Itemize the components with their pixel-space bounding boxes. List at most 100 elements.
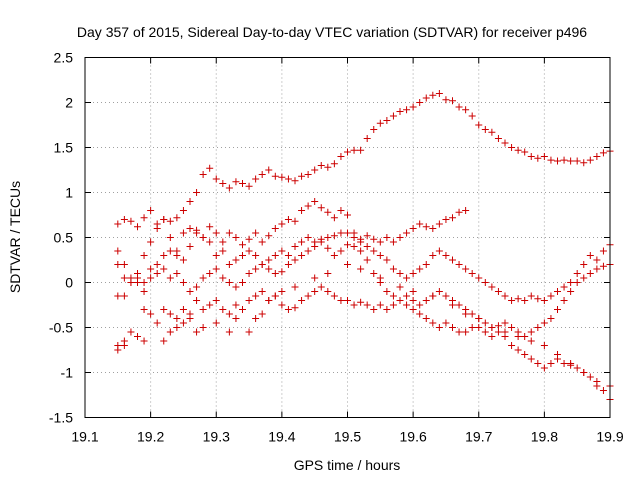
data-point (376, 119, 384, 127)
data-point (212, 175, 220, 183)
x-tick-label: 19.6 (400, 429, 427, 445)
data-point (376, 274, 384, 282)
data-point (186, 315, 194, 322)
data-point (298, 252, 306, 259)
data-point (291, 217, 299, 225)
data-point (212, 252, 220, 259)
data-point (508, 324, 516, 331)
data-point (449, 256, 456, 264)
data-point (593, 256, 601, 264)
data-point (534, 295, 542, 303)
data-point (337, 229, 345, 237)
data-point (370, 247, 378, 255)
data-point (120, 261, 128, 268)
data-point (311, 288, 319, 295)
data-point (134, 333, 141, 340)
data-point (186, 243, 194, 250)
data-point (409, 306, 417, 313)
data-point (199, 324, 207, 331)
data-point (403, 274, 411, 282)
data-point (252, 175, 260, 183)
data-point (344, 261, 351, 268)
data-point (501, 319, 509, 327)
data-point (573, 270, 581, 277)
data-point (494, 328, 502, 336)
data-point (298, 297, 306, 304)
data-point (258, 238, 266, 246)
series-s4 (114, 238, 614, 340)
data-point (599, 262, 607, 270)
data-point (468, 112, 476, 120)
data-point (573, 157, 581, 165)
data-point (206, 223, 214, 231)
data-point (435, 247, 443, 255)
data-point (219, 274, 227, 282)
data-point (114, 247, 122, 255)
data-point (206, 301, 214, 309)
data-point (488, 333, 496, 340)
data-point (147, 265, 155, 273)
data-point (586, 270, 594, 277)
data-point (134, 223, 141, 231)
data-point (330, 232, 338, 240)
data-point (324, 270, 332, 277)
data-point (422, 261, 430, 268)
data-point (376, 238, 384, 246)
data-point (514, 146, 522, 154)
data-point (225, 310, 233, 318)
y-tick-label: -1.5 (49, 410, 73, 426)
data-point (350, 243, 358, 250)
data-point (481, 319, 489, 327)
data-point (521, 351, 529, 358)
x-tick-label: 19.7 (465, 429, 492, 445)
data-point (389, 292, 397, 300)
data-point (521, 297, 529, 304)
data-point (462, 328, 470, 336)
data-point (599, 387, 607, 394)
data-point (521, 333, 529, 340)
chart-title: Day 357 of 2015, Sidereal Day-to-day VTE… (77, 24, 587, 40)
data-point (232, 301, 240, 309)
data-point (449, 324, 456, 331)
data-point (521, 148, 529, 156)
data-point (140, 279, 148, 286)
data-point (193, 189, 201, 196)
data-point (258, 171, 266, 178)
data-point (527, 337, 535, 345)
data-point (363, 135, 371, 142)
data-point (311, 274, 319, 282)
data-point (153, 270, 161, 277)
data-point (363, 232, 371, 240)
data-point (239, 252, 246, 259)
y-tick-labels: 2.5 2 1.5 1 0.5 0 -0.5 -1 -1.5 (49, 50, 73, 426)
data-point (265, 297, 273, 304)
data-point (127, 279, 135, 286)
data-point (179, 256, 187, 264)
data-point (298, 207, 306, 214)
data-point (271, 172, 279, 180)
data-point (311, 166, 319, 174)
data-point (206, 238, 214, 246)
data-point (508, 297, 516, 304)
data-point (370, 270, 378, 277)
data-point (554, 306, 561, 313)
data-point (179, 279, 187, 286)
data-point (527, 153, 535, 160)
data-point (304, 247, 312, 255)
data-point (527, 355, 535, 363)
data-point (324, 234, 332, 241)
data-point (599, 247, 607, 255)
data-point (508, 144, 516, 151)
data-point (284, 261, 292, 268)
data-point (324, 244, 332, 252)
data-point (245, 328, 253, 336)
data-point (271, 225, 279, 232)
data-point (324, 163, 332, 171)
data-point (383, 117, 391, 124)
data-point (540, 153, 548, 160)
data-point (396, 283, 404, 291)
data-point (147, 310, 155, 318)
data-point (245, 235, 253, 243)
data-point (298, 238, 306, 246)
